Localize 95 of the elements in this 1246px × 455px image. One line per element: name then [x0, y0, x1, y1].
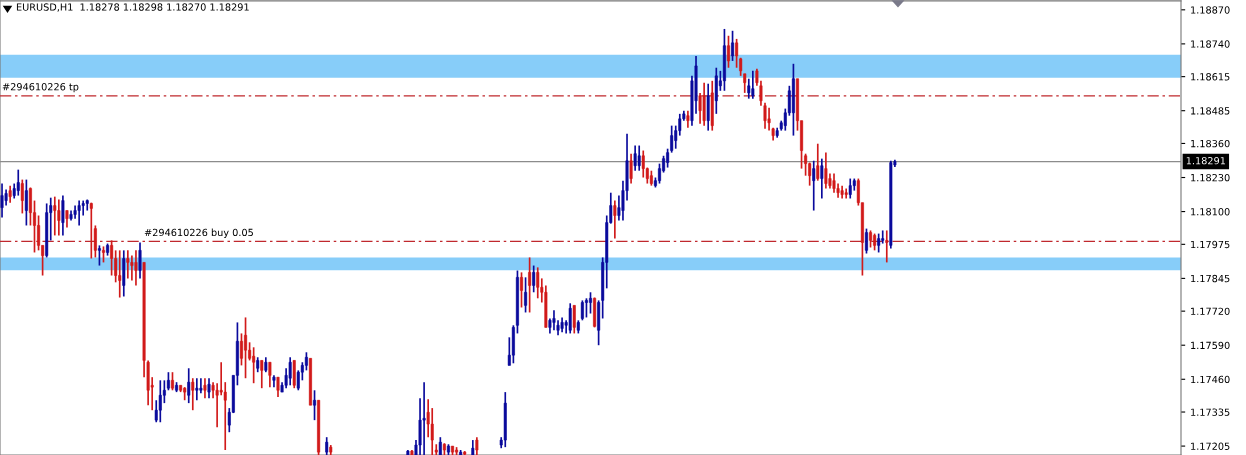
- candlestick: [824, 151, 828, 190]
- candlestick: [313, 389, 317, 421]
- candlestick: [207, 377, 211, 399]
- candlestick: [16, 168, 20, 197]
- candlestick: [520, 271, 523, 309]
- candlestick: [422, 381, 426, 455]
- candlestick: [170, 371, 174, 392]
- candlestick: [118, 249, 122, 299]
- candlestick: [61, 194, 65, 237]
- ref-line-label: #294610226 tp: [2, 83, 79, 93]
- candlestick: [816, 142, 820, 182]
- candlestick: [820, 157, 824, 200]
- y-tick-label: 1.18485: [1191, 107, 1230, 115]
- candlestick: [0, 182, 4, 219]
- y-tick-label: 1.17590: [1191, 341, 1230, 350]
- candlestick: [20, 178, 24, 215]
- candlestick: [864, 227, 868, 255]
- candlestick: [735, 38, 739, 69]
- candlestick: [552, 309, 556, 332]
- candlestick: [203, 377, 207, 399]
- candlestick: [268, 361, 272, 388]
- y-tick-label: 1.18740: [1191, 40, 1230, 48]
- y-tick-label: 1.18230: [1191, 173, 1230, 182]
- candlestick: [134, 249, 138, 287]
- candlestick: [568, 302, 572, 335]
- candlestick: [89, 201, 93, 260]
- candlestick: [130, 254, 134, 282]
- candlestick: [252, 346, 256, 385]
- candlestick: [244, 316, 248, 380]
- candlestick: [698, 92, 702, 125]
- y-tick-label: 1.17720: [1191, 307, 1230, 315]
- candlestick: [37, 214, 41, 252]
- candlestick: [191, 377, 195, 412]
- candlestick: [93, 224, 97, 259]
- candlestick: [276, 376, 280, 398]
- candlestick: [195, 377, 199, 402]
- candlestick: [199, 377, 203, 394]
- candlestick: [532, 264, 536, 294]
- candlestick: [126, 249, 130, 280]
- candlestick: [296, 369, 300, 392]
- candlestick: [613, 199, 617, 240]
- candlestick: [580, 299, 584, 322]
- candlestick: [641, 149, 645, 179]
- candlestick: [536, 266, 540, 300]
- candlestick: [57, 198, 61, 237]
- candlestick: [24, 178, 28, 227]
- candlestick: [572, 304, 576, 335]
- candlestick: [77, 199, 81, 227]
- y-tick-label: 1.17335: [1191, 408, 1230, 416]
- candlestick: [158, 379, 162, 424]
- candlestick: [239, 332, 243, 367]
- candlestick: [288, 356, 292, 387]
- y-tick-label: 1.18870: [1191, 6, 1230, 14]
- candlestick: [589, 291, 592, 315]
- y-tick-label: 1.17205: [1191, 442, 1230, 450]
- y-tick-label: 1.17845: [1191, 274, 1230, 283]
- candlestick: [767, 106, 771, 132]
- candlestick: [524, 276, 528, 314]
- candlestick: [832, 172, 836, 194]
- y-tick-label: 1.18100: [1191, 208, 1230, 216]
- y-tick-label: 1.18615: [1191, 73, 1230, 81]
- candlestick: [629, 152, 633, 185]
- candlestick: [584, 297, 588, 319]
- candlestick: [637, 144, 641, 172]
- ref-line-label: 1.18291: [1186, 157, 1226, 165]
- candlestick: [743, 72, 747, 94]
- candlestick: [110, 239, 114, 277]
- candlestick: [528, 256, 532, 314]
- candlestick: [885, 229, 889, 264]
- candlestick: [304, 351, 308, 372]
- candlestick: [97, 244, 101, 267]
- candlestick: [726, 34, 730, 69]
- candlestick: [877, 232, 881, 254]
- candlestick: [751, 70, 755, 100]
- candlestick: [658, 162, 661, 185]
- candlestick: [187, 367, 191, 404]
- candlestick: [804, 152, 808, 177]
- y-tick-label: 1.17460: [1191, 375, 1230, 384]
- candlestick: [451, 445, 455, 455]
- candlestick: [812, 159, 816, 212]
- chart-title: EURUSD,H1 1.18278 1.18298 1.18270 1.18291: [16, 3, 249, 12]
- candlestick: [138, 241, 142, 280]
- ref-line-label: #294610226 buy 0.05: [144, 228, 253, 238]
- y-tick-label: 1.17975: [1191, 240, 1230, 249]
- candlestick: [881, 229, 885, 245]
- candlestick: [670, 124, 674, 154]
- candlestick: [166, 371, 170, 392]
- candlestick: [666, 147, 670, 169]
- candlestick: [260, 359, 264, 390]
- candlestick: [101, 245, 105, 264]
- candlestick: [848, 177, 852, 200]
- candlestick: [633, 144, 637, 172]
- candlestick: [53, 195, 57, 237]
- candlestick: [731, 29, 735, 62]
- y-tick-label: 1.18360: [1191, 139, 1230, 148]
